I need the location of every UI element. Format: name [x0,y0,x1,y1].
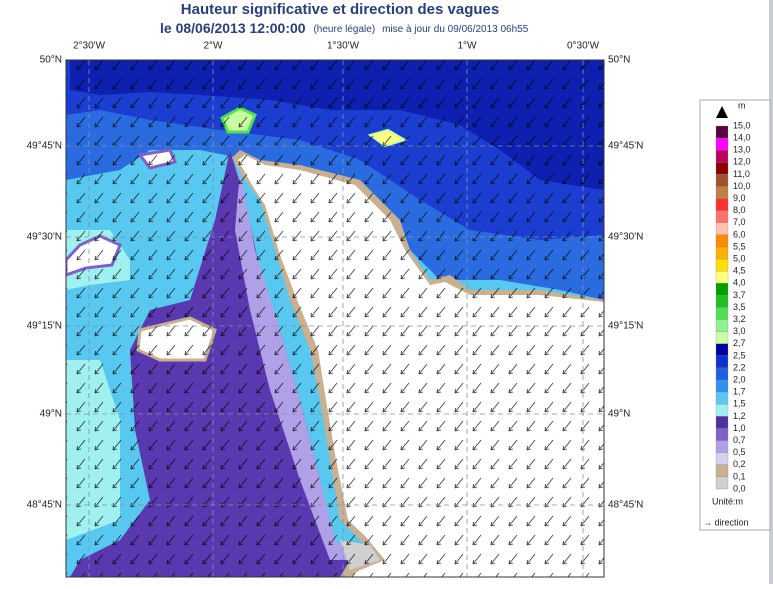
lon-label: 0°30'W [567,41,600,52]
lat-label-left: 48°45'N [27,500,62,511]
legend-label: 8,0 [733,205,746,215]
legend-swatch [715,150,729,163]
legend-swatch [715,464,729,478]
legend-label: 3,5 [733,302,746,312]
legend-label: 0,2 [733,459,746,469]
legend-swatch [715,234,729,248]
legend-label: 3,2 [733,314,746,324]
lat-label-left: 49°N [40,409,62,420]
lon-label: 2°30'W [73,41,106,52]
legend-swatch [715,392,729,405]
legend-swatch [715,367,729,381]
title: Hauteur significative et direction des v… [181,1,499,18]
legend-label: 0,7 [733,435,746,445]
legend-label: 1,7 [733,387,746,397]
legend-label: 0,5 [733,447,746,457]
legend-label: 2,5 [733,350,746,360]
legend-swatch [715,283,729,296]
time-note: (heure légale) [313,24,375,35]
legend-label: 1,2 [733,411,746,421]
legend-swatch [715,198,729,211]
legend-swatch [715,210,729,223]
legend-label: 15,0 [733,120,751,130]
lon-label: 1°W [458,41,478,52]
legend-label: 14,0 [733,132,751,142]
lat-label-left: 49°45'N [27,141,62,152]
legend-swatch [715,440,729,453]
legend: 15,0 14,0 13,0 12,0 11,0 10,0 9,0 8,0 7,0 6,0 5,5 5… [715,120,751,493]
legend-swatch [715,476,729,490]
lat-label-right: 48°45'N [608,500,643,511]
lat-label-left: 50°N [40,55,62,66]
legend-label: 2,0 [733,374,746,384]
axes: 2°30'W 2°W 1°30'W 1°W 0°30'W 50°N 50°N 49°45'N 4… [27,41,644,511]
legend-label: 4,0 [733,278,746,288]
legend-swatch [715,343,729,357]
legend-label: 12,0 [733,157,751,167]
legend-label: 13,0 [733,145,751,155]
lat-label-right: 49°N [608,409,630,420]
legend-swatch [715,355,729,369]
legend-label: 1,5 [733,399,746,409]
legend-swatch [715,331,729,344]
legend-swatch [715,125,729,139]
legend-swatch [715,174,729,187]
legend-direction: → direction [703,517,749,527]
legend-label: 5,5 [733,241,746,251]
legend-swatch [715,271,729,284]
legend-label: 1,0 [733,423,746,433]
legend-swatch [715,379,729,393]
legend-swatch [715,258,729,272]
legend-swatch [715,137,729,151]
legend-label: 2,2 [733,362,746,372]
legend-label: 3,0 [733,326,746,336]
legend-label: 6,0 [733,229,746,239]
lat-label-right: 50°N [608,55,630,66]
legend-swatch [715,186,729,199]
legend-label: 5,0 [733,253,746,263]
legend-swatch [715,162,729,175]
legend-arrow [716,106,728,118]
lon-label: 1°30'W [327,41,360,52]
wave-direction-arrows [66,60,604,577]
legend-label: 11,0 [733,169,750,179]
legend-label: 2,7 [733,338,746,348]
lon-label: 2°W [204,41,224,52]
lat-label-right: 49°15'N [608,321,643,332]
lat-label-right: 49°30'N [608,232,643,243]
lat-label-left: 49°15'N [27,321,62,332]
legend-swatch [715,319,729,332]
map-frame [65,59,605,578]
date: le 08/06/2013 12:00:00 [160,20,306,36]
legend-unit: Unité:m [712,496,743,506]
legend-swatch [715,222,729,236]
legend-label: 0,1 [733,471,746,481]
map [66,60,604,577]
subtitle: le 08/06/2013 12:00:00 (heure légale) mi… [160,20,529,36]
legend-label: 9,0 [733,193,746,203]
legend-label: 0,0 [733,483,746,493]
legend-swatch [715,416,729,429]
legend-label: 3,7 [733,290,746,300]
legend-swatch [715,404,729,417]
legend-swatch [715,295,729,308]
legend-label: 10,0 [733,181,751,191]
right-border [769,0,773,584]
legend-swatch [715,452,729,465]
legend-swatch [715,428,729,441]
legend-label: 7,0 [733,217,746,227]
legend-swatch [715,246,729,260]
lat-label-left: 49°30'N [27,232,62,243]
legend-label: 4,5 [733,266,746,276]
legend-unit-symbol: m [738,100,746,110]
legend-box [699,99,771,531]
update: mise à jour du 09/06/2013 06h55 [382,24,529,35]
lat-label-right: 49°45'N [608,141,643,152]
legend-swatch [715,307,729,320]
